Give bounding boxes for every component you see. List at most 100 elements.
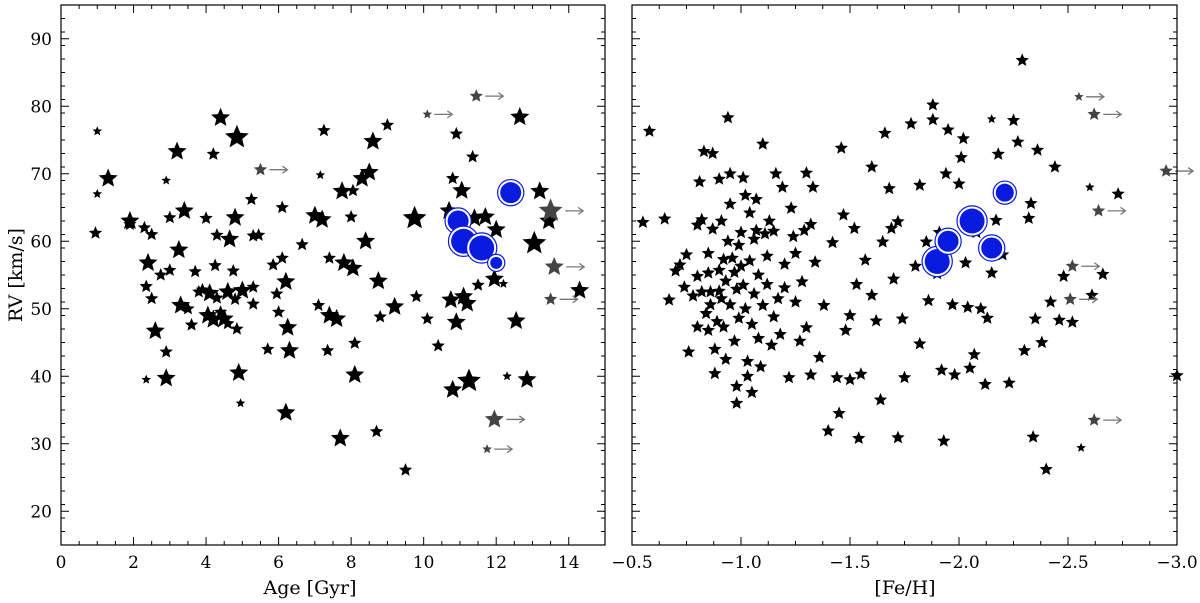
metallicity-star-point xyxy=(908,259,923,272)
age-star-point xyxy=(484,269,504,288)
age-star-point xyxy=(315,170,326,180)
age-star-point xyxy=(449,126,463,140)
metallicity-star-point xyxy=(825,235,840,249)
age-star-point xyxy=(295,237,309,251)
age-star-point xyxy=(327,308,347,327)
metallicity-star-point xyxy=(719,274,733,287)
age-lower-limit-arrow xyxy=(485,92,505,101)
metallicity-star-point xyxy=(945,297,960,311)
metallicity-star-point xyxy=(804,217,818,231)
metallicity-lower-limit-arrow xyxy=(1079,295,1099,304)
age-lower-limit-arrow xyxy=(565,206,585,215)
metallicity-highlight-point xyxy=(995,183,1014,202)
metallicity-star-point xyxy=(734,259,748,272)
metallicity-star-point xyxy=(1030,143,1045,156)
age-star-point xyxy=(169,240,189,259)
age-star-point xyxy=(218,281,238,300)
age-star-point xyxy=(206,147,220,160)
age-lower-limit-arrow xyxy=(494,445,514,454)
metallicity-limit-star-point xyxy=(1065,259,1080,272)
metallicity-star-point xyxy=(740,369,755,382)
metallicity-star-point xyxy=(830,370,844,384)
panel-age: 0 2 4 6 8 10 12 14 20 30 40 50 60 70 80 90 Age [Gyr] RV… xyxy=(5,4,606,599)
age-lower-limit-arrow xyxy=(506,415,526,424)
age-star-point xyxy=(344,209,358,223)
rv-y-tick-label: 60 xyxy=(30,232,52,252)
metallicity-limit-star-point xyxy=(1087,107,1101,121)
age-star-point xyxy=(167,141,187,160)
age-star-point xyxy=(385,296,405,315)
age-star-point xyxy=(145,291,159,305)
metallicity-x-tick-label: −1.0 xyxy=(720,553,761,573)
metallicity-star-point xyxy=(747,286,761,300)
rv-y-tick-label: 80 xyxy=(30,97,52,117)
age-x-tick-label: 0 xyxy=(56,553,67,573)
age-star-point xyxy=(210,290,224,304)
age-limit-star-point xyxy=(484,409,504,428)
metallicity-star-point xyxy=(895,311,909,325)
metallicity-star-point xyxy=(745,385,759,399)
age-scatter-marks xyxy=(88,89,590,476)
metallicity-star-point xyxy=(865,160,879,173)
metallicity-star-point xyxy=(740,354,755,368)
metallicity-star-point xyxy=(703,284,718,298)
metallicity-star-point xyxy=(721,110,735,124)
age-lower-limit-arrow xyxy=(566,262,586,271)
age-star-point xyxy=(139,279,153,293)
metallicity-lower-limit-arrow xyxy=(1107,206,1127,215)
metallicity-star-point xyxy=(934,363,949,376)
metallicity-star-point xyxy=(788,295,803,308)
metallicity-star-point xyxy=(642,124,657,137)
metallicity-star-point xyxy=(937,434,951,447)
metallicity-star-point xyxy=(1048,160,1062,173)
age-star-point xyxy=(159,344,173,358)
age-star-point xyxy=(163,263,177,276)
age-star-point xyxy=(192,284,206,298)
metallicity-star-point xyxy=(832,406,846,420)
age-star-point xyxy=(510,107,530,126)
metallicity-star-point xyxy=(963,361,977,374)
metallicity-star-point xyxy=(986,114,997,124)
metallicity-star-point xyxy=(834,141,848,154)
metallicity-star-point xyxy=(1096,267,1110,280)
metallicity-lower-limit-arrow xyxy=(1175,167,1195,176)
metallicity-star-point xyxy=(736,278,750,291)
age-star-point xyxy=(220,229,240,248)
metallicity-scatter-marks xyxy=(636,53,1195,476)
age-star-point xyxy=(232,280,252,299)
metallicity-star-point xyxy=(806,180,820,193)
metallicity-star-point xyxy=(708,342,722,355)
metallicity-star-point xyxy=(891,214,905,228)
age-star-point xyxy=(345,364,365,383)
metallicity-star-point xyxy=(697,144,711,158)
age-star-point xyxy=(92,189,103,199)
metallicity-lower-limit-arrow xyxy=(1081,262,1101,271)
metallicity-star-point xyxy=(843,308,857,322)
age-x-tick-label: 12 xyxy=(485,553,507,573)
age-star-point xyxy=(457,368,481,392)
age-star-point xyxy=(276,402,296,421)
metallicity-star-point xyxy=(692,174,707,188)
metallicity-star-point xyxy=(703,297,718,311)
metallicity-star-point xyxy=(974,301,988,315)
metallicity-star-point xyxy=(712,172,726,185)
metallicity-star-point xyxy=(1026,430,1040,443)
age-star-point xyxy=(266,257,280,271)
age-star-point xyxy=(443,379,463,398)
metallicity-star-point xyxy=(732,311,746,324)
metallicity-star-point xyxy=(1006,113,1021,127)
metallicity-x-tick-label: −1.5 xyxy=(829,553,870,573)
age-axis-ticks: 0 2 4 6 8 10 12 14 20 30 40 50 60 70 80 90 xyxy=(30,4,605,573)
metallicity-star-point xyxy=(736,170,750,184)
age-star-point xyxy=(88,226,103,239)
metallicity-star-point xyxy=(817,298,831,312)
metallicity-star-point xyxy=(712,263,726,276)
age-star-point xyxy=(235,398,246,408)
metallicity-star-point xyxy=(690,218,705,231)
metallicity-star-point xyxy=(658,211,672,225)
metallicity-star-point xyxy=(1015,53,1029,67)
age-star-point xyxy=(98,168,118,187)
metallicity-star-point xyxy=(745,317,759,330)
age-star-point xyxy=(221,316,235,330)
metallicity-star-point xyxy=(788,246,803,260)
